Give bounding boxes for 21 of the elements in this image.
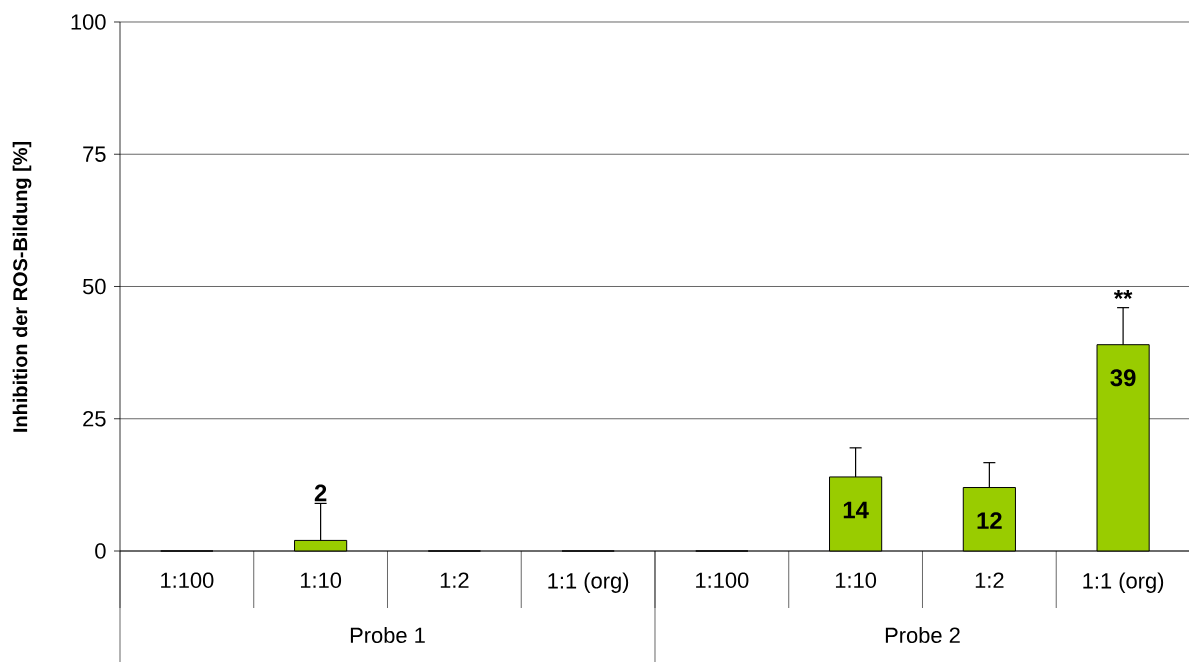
y-tick-label: 50	[82, 278, 106, 295]
x-tick-label: 1:1 (org)	[1083, 572, 1164, 593]
y-tick-label: 25	[83, 410, 106, 427]
data-label: 39	[1110, 369, 1136, 387]
y-tick-label: 75	[83, 146, 106, 162]
x-tick-label: 1:1 (org)	[548, 572, 629, 593]
annotation: **	[1113, 290, 1133, 299]
text: Probe 1	[350, 626, 425, 644]
data-label: 14	[843, 501, 869, 519]
x-tick-label: 1:100	[696, 572, 749, 589]
data-label: 12	[977, 512, 1002, 529]
text: Probe 2	[885, 626, 960, 644]
y-tick-label: 100	[71, 14, 106, 30]
data-label: 2	[314, 484, 327, 502]
x-tick-label: 1:2	[975, 572, 1004, 588]
x-tick-label: 1:10	[835, 572, 877, 589]
y-axis-title: Inhibition der ROS-Bildung [%]	[12, 141, 32, 432]
x-tick-label: 1:10	[300, 572, 342, 589]
x-tick-label: 1:100	[161, 572, 214, 589]
x-tick-label: 1:2	[440, 572, 469, 588]
y-tick-label: 0	[95, 543, 106, 559]
